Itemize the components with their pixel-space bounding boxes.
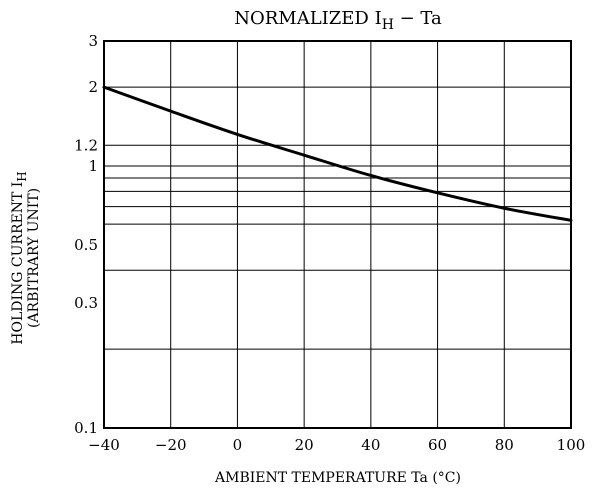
- x-tick-label: 100: [557, 436, 586, 454]
- y-tick-label: 1.2: [74, 136, 98, 154]
- horizontal-gridlines: [104, 86, 571, 350]
- y-tick-labels: 0.1 0.3 0.5 1 1.2 2 3: [74, 32, 98, 437]
- x-tick-label: −40: [88, 436, 120, 454]
- y-tick-label: 3: [88, 32, 98, 50]
- x-tick-label: 0: [233, 436, 243, 454]
- y-tick-label: 1: [88, 157, 98, 175]
- x-tick-label: 40: [361, 436, 380, 454]
- x-axis-label: AMBIENT TEMPERATURE Ta (°C): [214, 470, 461, 486]
- y-axis-label-line1: HOLDING CURRENT I: [10, 182, 26, 345]
- series-line: [102, 85, 573, 222]
- y-axis-label-line2: (ARBITRARY UNIT): [26, 188, 42, 328]
- x-tick-label: −20: [155, 436, 187, 454]
- y-axis-label: HOLDING CURRENT IH (ARBITRARY UNIT): [10, 171, 42, 344]
- plot-frame: [103, 40, 572, 429]
- chart-title: NORMALIZED IH − Ta: [234, 8, 442, 33]
- y-tick-label: 0.5: [74, 236, 98, 254]
- x-tick-label: 20: [295, 436, 314, 454]
- y-tick-label: 2: [88, 78, 98, 96]
- x-tick-label: 60: [428, 436, 447, 454]
- y-tick-label: 0.3: [74, 294, 98, 312]
- vertical-gridlines: [103, 41, 572, 428]
- x-tick-labels: −40 −20 0 20 40 60 80 100: [88, 436, 585, 454]
- x-tick-label: 80: [495, 436, 514, 454]
- svg-text:HOLDING CURRENT IH: HOLDING CURRENT IH: [10, 171, 29, 344]
- y-axis-label-sub: H: [15, 171, 29, 181]
- y-tick-label: 0.1: [74, 419, 98, 437]
